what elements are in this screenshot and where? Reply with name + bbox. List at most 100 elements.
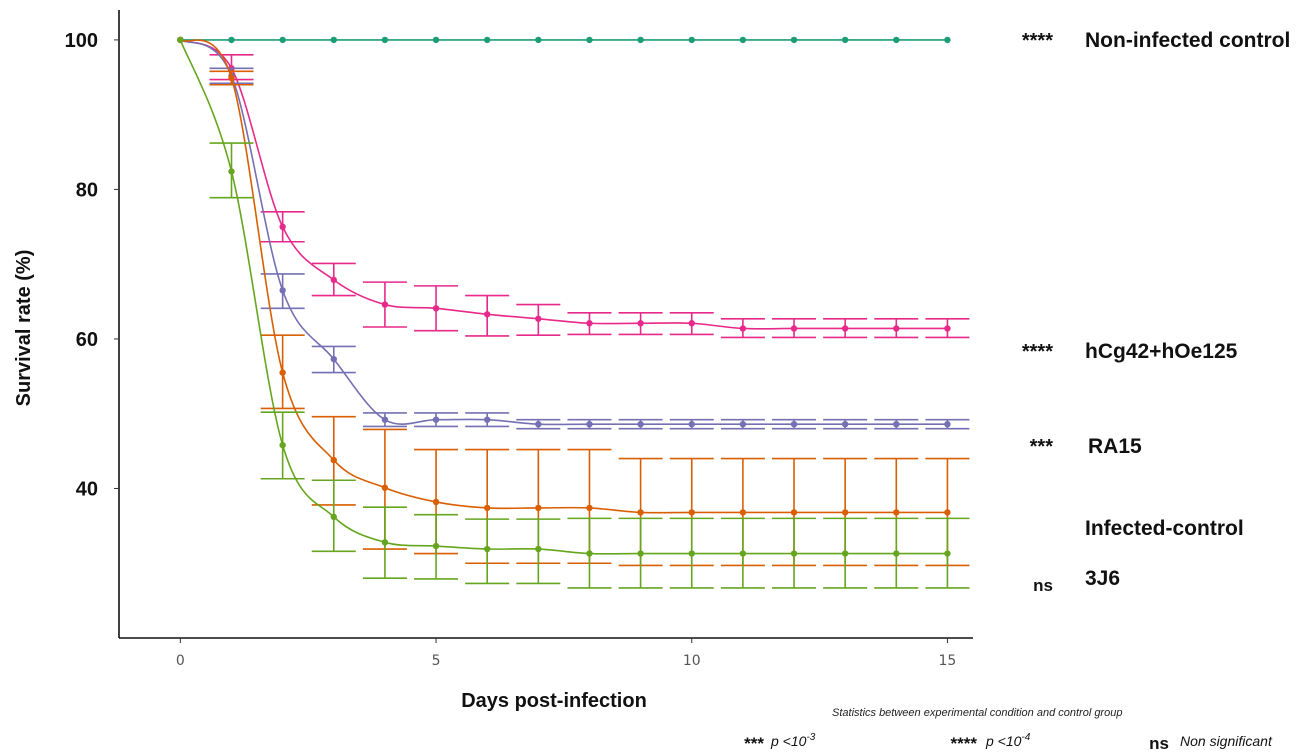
- data-point: [586, 36, 593, 44]
- series-line: [179, 39, 948, 514]
- data-point: [279, 287, 286, 294]
- series-label: Non-infected control: [1085, 29, 1290, 52]
- y-tick-label: 60: [76, 329, 98, 351]
- data-point: [841, 325, 849, 332]
- significance-symbol: ***: [744, 734, 764, 753]
- axes: 0 5 10 15 40 60 80 100: [65, 10, 973, 669]
- x-tick-label: 5: [432, 653, 441, 669]
- data-point: [893, 509, 900, 516]
- data-point: [944, 509, 951, 516]
- data-point: [177, 36, 184, 44]
- data-point: [944, 325, 951, 332]
- y-axis-title: Survival rate (%): [13, 250, 35, 407]
- series-line: [179, 39, 948, 330]
- data-point: [381, 36, 389, 44]
- data-point: [841, 36, 849, 44]
- y-tick-label: 40: [76, 478, 98, 500]
- data-point: [432, 416, 440, 423]
- series-label: Infected-control: [1085, 517, 1244, 540]
- y-tick-label: 80: [76, 179, 98, 201]
- data-point: [330, 513, 337, 521]
- data-point: [637, 36, 644, 44]
- significance-meaning: Non significant: [1180, 733, 1273, 749]
- data-point: [330, 355, 337, 363]
- statistics-legend-items: *** p <10-3 **** p <10-4 ns Non significant: [744, 732, 1273, 753]
- data-point: [432, 498, 440, 506]
- series-1: [177, 36, 970, 339]
- statistics-legend: Statistics between experimental conditio…: [744, 707, 1273, 753]
- data-point: [330, 456, 337, 464]
- data-point: [944, 420, 951, 428]
- series-label: RA15: [1088, 435, 1142, 458]
- data-point: [381, 416, 389, 423]
- series-line: [179, 39, 948, 426]
- data-point: [483, 416, 491, 423]
- x-axis-title: Days post-infection: [461, 690, 647, 712]
- data-point: [279, 36, 286, 44]
- data-point: [790, 550, 798, 557]
- data-point: [637, 550, 644, 557]
- data-point: [944, 550, 951, 557]
- series-0: [177, 36, 951, 44]
- significance-meaning: p <10-4: [985, 732, 1031, 749]
- data-point: [432, 305, 440, 312]
- series-labels: **** Non-infected control **** hCg42+hOe125…: [1022, 29, 1290, 595]
- data-point: [586, 550, 593, 557]
- x-tick-label: 0: [176, 653, 185, 669]
- data-point: [790, 325, 798, 332]
- y-ticks: 40 60 80 100: [65, 30, 119, 500]
- data-point: [893, 36, 900, 44]
- data-point: [483, 545, 491, 553]
- series-line: [179, 39, 948, 555]
- x-tick-label: 10: [683, 653, 701, 669]
- data-point: [535, 420, 542, 428]
- data-point: [893, 325, 900, 332]
- data-point: [841, 509, 849, 516]
- significance-meaning: p <10-3: [770, 732, 816, 749]
- data-point: [637, 509, 644, 516]
- data-point: [739, 325, 747, 332]
- data-point: [790, 420, 798, 428]
- data-point: [944, 36, 951, 44]
- data-point: [228, 168, 235, 175]
- data-point: [586, 320, 593, 327]
- data-point: [893, 420, 900, 428]
- data-point: [432, 36, 440, 44]
- data-point: [330, 36, 337, 44]
- x-ticks: 0 5 10 15: [176, 638, 956, 669]
- series-4: [177, 36, 970, 589]
- data-point: [228, 74, 235, 82]
- data-point: [381, 301, 389, 308]
- statistics-caption: Statistics between experimental conditio…: [832, 707, 1122, 719]
- series-layer: [177, 36, 970, 589]
- data-point: [535, 545, 542, 553]
- data-point: [841, 420, 849, 428]
- data-point: [688, 420, 695, 428]
- significance-marker: ****: [1022, 341, 1053, 363]
- data-point: [586, 504, 593, 512]
- data-point: [739, 509, 747, 516]
- data-point: [893, 550, 900, 557]
- data-point: [688, 509, 695, 516]
- series-3: [177, 36, 970, 567]
- series-2: [177, 36, 970, 430]
- series-label: 3J6: [1085, 567, 1120, 590]
- data-point: [535, 315, 542, 322]
- data-point: [688, 320, 695, 327]
- data-point: [279, 441, 286, 449]
- data-point: [535, 36, 542, 44]
- data-point: [739, 550, 747, 557]
- significance-marker: ****: [1022, 30, 1053, 52]
- data-point: [637, 420, 644, 428]
- significance-marker: ns: [1033, 576, 1053, 595]
- data-point: [483, 504, 491, 512]
- data-point: [739, 420, 747, 428]
- data-point: [688, 36, 695, 44]
- data-point: [790, 36, 798, 44]
- y-tick-label: 100: [65, 30, 98, 52]
- data-point: [381, 484, 389, 491]
- data-point: [586, 420, 593, 428]
- significance-symbol: ns: [1149, 734, 1169, 753]
- data-point: [483, 36, 491, 44]
